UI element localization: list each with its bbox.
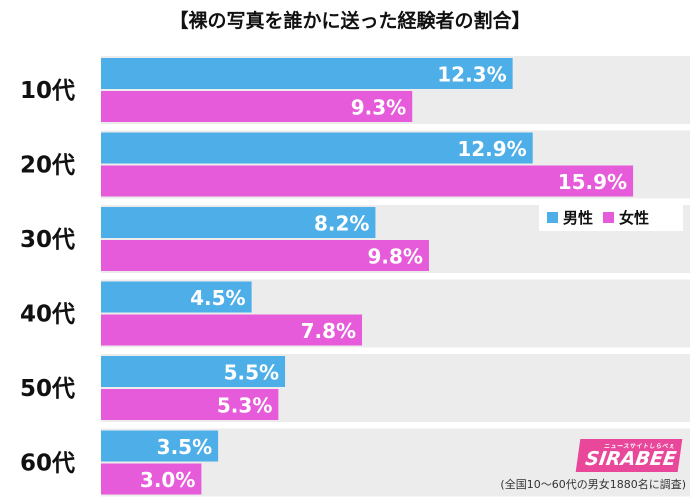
bar (101, 389, 279, 420)
bar (101, 207, 376, 238)
bar (101, 314, 363, 346)
bar (101, 132, 533, 164)
data-label: 9.8% (367, 245, 422, 269)
sirabee-logo: ニュースサイトしらべぇ SIRABEE (575, 439, 683, 472)
data-label: 7.8% (301, 319, 356, 343)
bar (101, 356, 286, 387)
bar (101, 281, 252, 313)
category-label: 20代 (20, 153, 75, 179)
legend: 男性 女性 (539, 203, 683, 231)
legend-item-male: 男性 (547, 207, 593, 228)
data-label: 5.3% (217, 394, 272, 418)
chart-title: 【裸の写真を誰かに送った経験者の割合】 (169, 10, 531, 32)
legend-swatch-female (603, 211, 615, 223)
bar (101, 165, 634, 197)
legend-item-female: 女性 (603, 207, 649, 228)
bar (101, 91, 413, 122)
data-label: 12.9% (457, 137, 526, 161)
legend-swatch-male (547, 211, 558, 223)
data-label: 8.2% (314, 212, 369, 236)
logo-wordmark: SIRABEE (583, 448, 678, 470)
legend-label-male: 男性 (563, 208, 594, 227)
category-label: 50代 (20, 376, 75, 402)
data-label: 5.5% (224, 361, 279, 385)
category-label: 30代 (20, 227, 75, 253)
category-label: 60代 (20, 451, 75, 477)
data-label: 9.3% (351, 96, 406, 120)
category-label: 40代 (20, 302, 75, 328)
bar (101, 58, 513, 89)
data-label: 3.5% (157, 435, 212, 459)
bar (101, 430, 219, 462)
bar (101, 240, 429, 271)
data-label: 4.5% (190, 286, 245, 310)
category-label: 10代 (20, 78, 75, 104)
data-label: 15.9% (558, 170, 627, 194)
bar (101, 463, 202, 495)
data-label: 12.3% (437, 63, 506, 87)
survey-footnote: (全国10〜60代の男女1880名に調査) (500, 478, 686, 491)
legend-label-female: 女性 (619, 208, 650, 227)
data-label: 3.0% (140, 468, 195, 492)
